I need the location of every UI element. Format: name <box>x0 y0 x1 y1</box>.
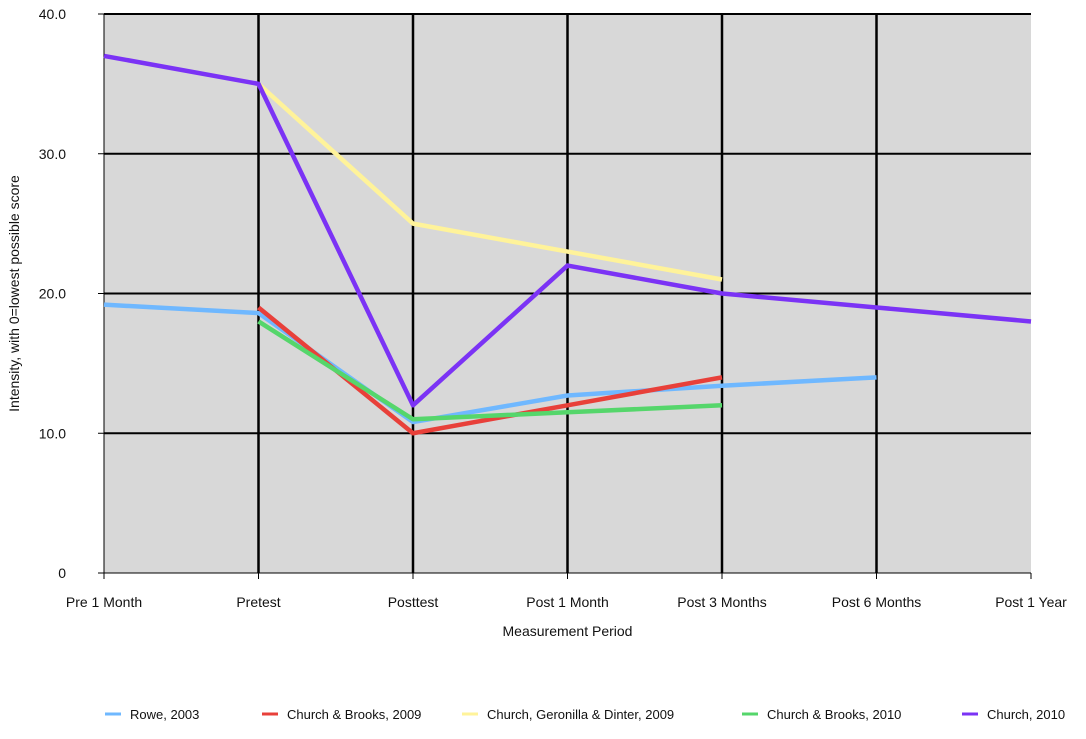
legend-item: Church & Brooks, 2010 <box>742 707 901 722</box>
legend: Rowe, 2003 Church & Brooks, 2009 Church, G… <box>105 707 1065 722</box>
plot-area <box>103 13 1031 574</box>
legend-item: Church & Brooks, 2009 <box>262 707 421 722</box>
legend-label: Church & Brooks, 2009 <box>287 707 421 722</box>
y-axis-title: Intensity, with 0=lowest possible score <box>6 175 22 412</box>
x-axis-title: Measurement Period <box>503 623 633 639</box>
y-tick-label: 30.0 <box>39 146 66 162</box>
y-tick-label: 40.0 <box>39 6 66 22</box>
x-tick-label: Posttest <box>388 594 439 610</box>
y-axis-ticks: 0 10.0 20.0 30.0 40.0 <box>39 6 104 581</box>
x-tick-label: Post 3 Months <box>677 594 767 610</box>
x-tick-label: Post 1 Year <box>995 594 1067 610</box>
legend-item: Church, 2010 <box>962 707 1065 722</box>
x-tick-label: Pre 1 Month <box>66 594 142 610</box>
series-line <box>257 319 723 422</box>
x-tick-label: Pretest <box>236 594 280 610</box>
y-tick-label: 10.0 <box>39 425 66 441</box>
x-axis-ticks: Pre 1 Month Pretest Posttest Post 1 Month Po… <box>66 573 1067 610</box>
x-tick-label: Post 6 Months <box>832 594 922 610</box>
legend-label: Church, Geronilla & Dinter, 2009 <box>487 707 674 722</box>
legend-label: Rowe, 2003 <box>130 707 199 722</box>
series-lines <box>103 53 1032 436</box>
legend-item: Church, Geronilla & Dinter, 2009 <box>462 707 674 722</box>
legend-label: Church, 2010 <box>987 707 1065 722</box>
y-tick-label: 20.0 <box>39 286 66 302</box>
series-line <box>103 53 1032 408</box>
y-tick-label: 0 <box>58 565 66 581</box>
series-line <box>256 82 723 282</box>
series-line <box>103 302 877 425</box>
legend-label: Church & Brooks, 2010 <box>767 707 901 722</box>
x-tick-label: Post 1 Month <box>526 594 609 610</box>
legend-item: Rowe, 2003 <box>105 707 199 722</box>
